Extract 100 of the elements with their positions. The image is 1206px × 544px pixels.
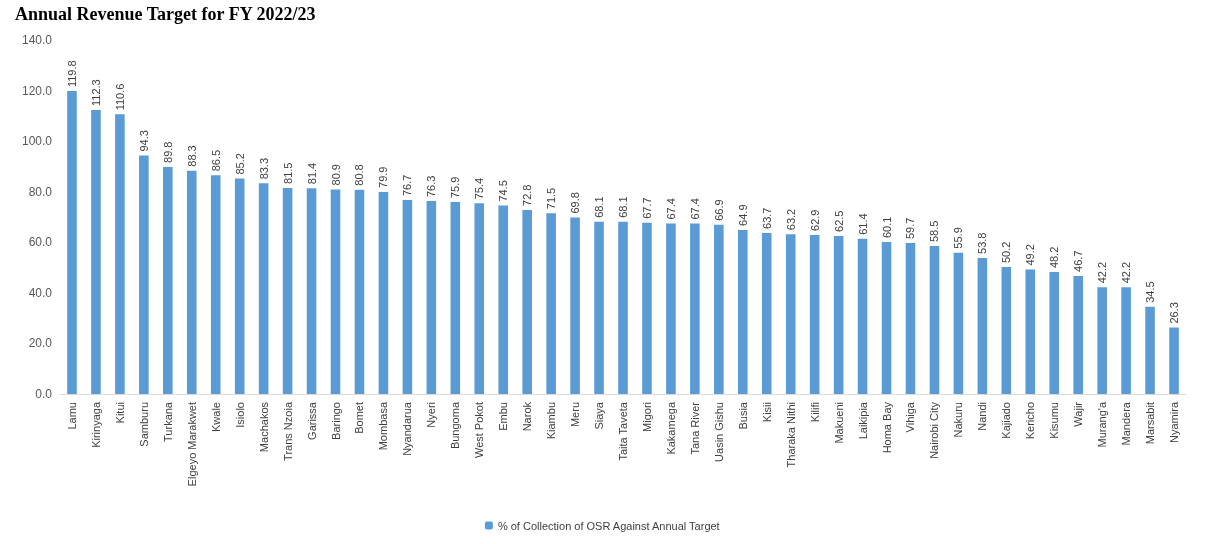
data-label: 62.9 bbox=[808, 209, 821, 231]
x-tick-label: Lamu bbox=[65, 402, 78, 430]
data-label: 42.2 bbox=[1120, 261, 1133, 284]
x-tick-label: Mandera bbox=[1120, 401, 1133, 446]
bar bbox=[91, 110, 101, 394]
x-tick-label: Vihiga bbox=[904, 401, 917, 433]
bar bbox=[546, 213, 556, 394]
y-tick-label: 120.0 bbox=[21, 83, 53, 98]
data-label: 119.8 bbox=[65, 60, 78, 88]
x-tick-label: Laikipia bbox=[856, 401, 869, 440]
bar bbox=[1097, 287, 1107, 394]
data-label: 26.3 bbox=[1168, 302, 1181, 324]
data-label: 81.5 bbox=[281, 162, 294, 184]
data-label: 88.3 bbox=[185, 145, 198, 167]
y-tick-label: 40.0 bbox=[28, 285, 53, 300]
data-label: 58.5 bbox=[928, 220, 941, 243]
x-tick-label: Homa Bay bbox=[880, 401, 893, 454]
x-tick-label: Siaya bbox=[593, 401, 606, 430]
data-label: 61.4 bbox=[856, 213, 869, 235]
x-tick-label: Kitui bbox=[113, 402, 126, 424]
x-tick-label: Nyandarua bbox=[401, 401, 414, 456]
data-label: 60.1 bbox=[880, 216, 893, 239]
bar bbox=[929, 246, 940, 394]
data-label: 50.2 bbox=[1000, 241, 1013, 264]
bar bbox=[570, 217, 580, 394]
x-tick-label: Kericho bbox=[1024, 402, 1037, 440]
bar bbox=[498, 205, 508, 394]
bar bbox=[330, 189, 341, 394]
x-tick-label: Wajir bbox=[1072, 401, 1085, 427]
bar bbox=[690, 223, 700, 394]
data-label: 68.1 bbox=[617, 196, 629, 218]
bar bbox=[738, 229, 748, 394]
bar bbox=[1145, 306, 1155, 394]
data-label: 74.5 bbox=[497, 180, 510, 202]
bar bbox=[67, 91, 77, 394]
bar bbox=[857, 238, 868, 394]
data-label: 67.7 bbox=[640, 197, 653, 219]
x-tick-label: Marsabit bbox=[1144, 402, 1157, 445]
data-label: 89.8 bbox=[161, 141, 174, 163]
x-tick-label: Makueni bbox=[832, 402, 845, 444]
bar bbox=[426, 201, 437, 394]
chart-title: Annual Revenue Target for FY 2022/23 bbox=[15, 4, 316, 24]
x-tick-label: Mombasa bbox=[377, 401, 390, 451]
x-tick-label: Nyeri bbox=[425, 402, 438, 428]
x-tick-label: Kisumu bbox=[1048, 402, 1061, 439]
y-tick-label: 20.0 bbox=[28, 336, 53, 351]
x-tick-label: West Pokot bbox=[473, 402, 486, 459]
bar bbox=[905, 243, 916, 394]
bar bbox=[714, 224, 724, 394]
y-tick-label: 80.0 bbox=[28, 184, 53, 199]
data-label: 63.7 bbox=[760, 207, 773, 229]
bar bbox=[115, 114, 125, 394]
x-tick-label: Busia bbox=[736, 401, 749, 430]
data-label: 75.9 bbox=[449, 176, 462, 199]
x-tick-label: Garissa bbox=[305, 401, 318, 440]
x-tick-label: Embu bbox=[497, 402, 510, 431]
data-label: 76.7 bbox=[401, 174, 414, 197]
data-label: 42.2 bbox=[1096, 261, 1109, 284]
data-label: 110.6 bbox=[113, 83, 126, 111]
data-label: 79.9 bbox=[377, 166, 390, 188]
x-tick-label: Meru bbox=[569, 402, 582, 428]
x-tick-label: Kakamega bbox=[664, 401, 677, 455]
data-label: 67.4 bbox=[688, 198, 701, 220]
data-label: 81.4 bbox=[305, 162, 318, 185]
data-label: 59.7 bbox=[904, 217, 917, 240]
data-label: 76.3 bbox=[425, 175, 438, 198]
x-tick-label: Migori bbox=[640, 402, 653, 432]
x-tick-label: Kajiado bbox=[1000, 402, 1013, 439]
data-label: 63.2 bbox=[784, 208, 797, 231]
bar bbox=[977, 257, 988, 394]
bar bbox=[163, 166, 173, 394]
data-label: 53.8 bbox=[976, 232, 989, 254]
y-tick-label: 100.0 bbox=[21, 134, 53, 149]
x-tick-label: Taita Taveta bbox=[617, 401, 629, 461]
bar bbox=[809, 234, 820, 394]
data-label: 80.9 bbox=[329, 164, 342, 186]
bar bbox=[186, 170, 197, 394]
x-tick-label: Nairobi City bbox=[928, 401, 941, 459]
data-label: 49.2 bbox=[1024, 244, 1037, 266]
bar bbox=[953, 252, 964, 394]
x-tick-label: Kwale bbox=[209, 402, 222, 432]
data-label: 80.8 bbox=[353, 164, 366, 186]
x-tick-label: Nandi bbox=[976, 402, 989, 431]
data-label: 48.2 bbox=[1048, 246, 1061, 269]
y-tick-label: 60.0 bbox=[28, 235, 53, 250]
bar bbox=[450, 202, 461, 394]
bar bbox=[881, 242, 892, 394]
data-label: 71.5 bbox=[545, 187, 558, 210]
x-tick-label: Nakuru bbox=[952, 402, 965, 438]
data-label: 86.5 bbox=[209, 149, 222, 172]
x-tick-label: Narok bbox=[521, 401, 534, 432]
x-tick-label: Uasin Gishu bbox=[712, 402, 725, 462]
data-label: 55.9 bbox=[952, 227, 965, 249]
data-label: 34.5 bbox=[1144, 281, 1157, 303]
bar bbox=[522, 209, 532, 394]
data-label: 64.9 bbox=[736, 204, 749, 226]
bar bbox=[785, 234, 796, 394]
legend-label: % of Collection of OSR Against Annual Target bbox=[497, 519, 720, 532]
data-label: 69.8 bbox=[569, 192, 582, 214]
bar bbox=[402, 200, 413, 394]
